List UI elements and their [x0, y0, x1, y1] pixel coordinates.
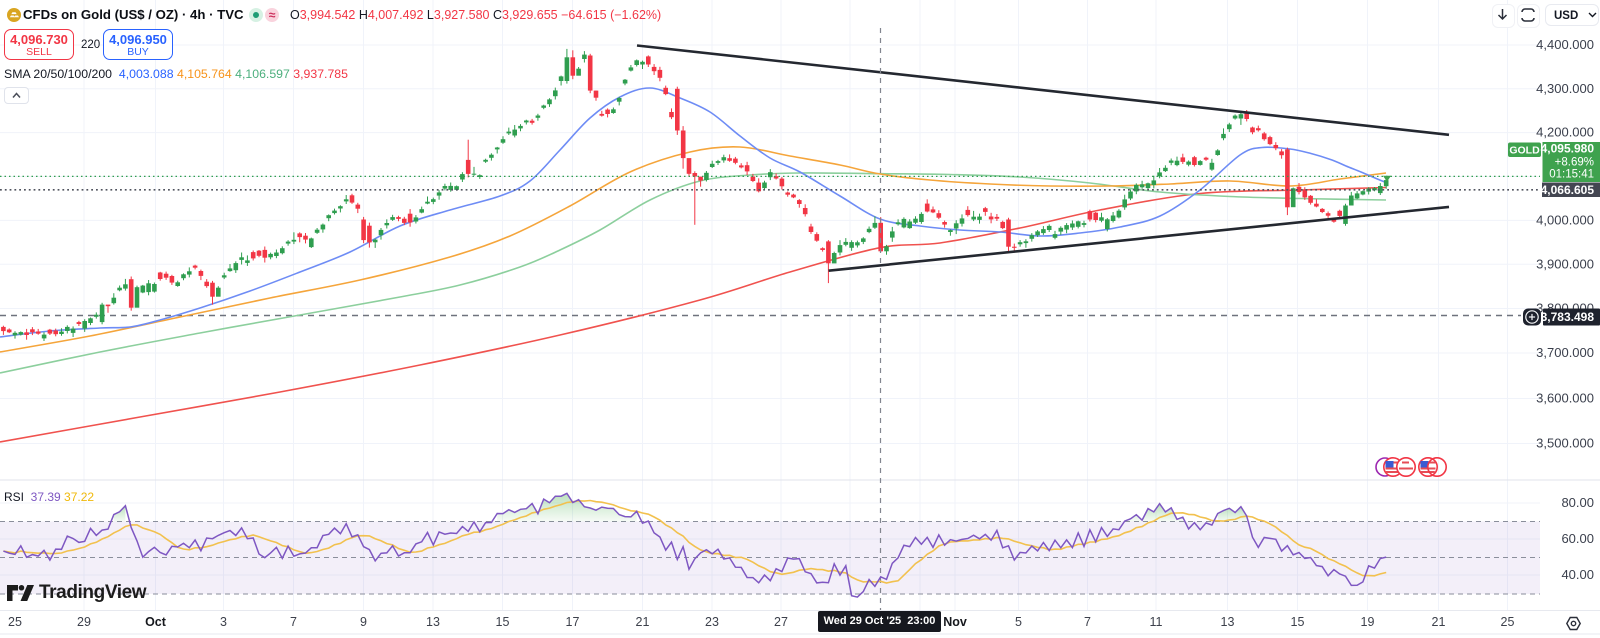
svg-text:7: 7 [290, 615, 297, 629]
svg-text:7: 7 [1084, 615, 1091, 629]
svg-text:11: 11 [1150, 615, 1163, 629]
svg-text:3,900.000: 3,900.000 [1536, 256, 1594, 271]
svg-text:3,600.000: 3,600.000 [1536, 391, 1594, 406]
svg-text:13: 13 [426, 615, 440, 629]
svg-text:3,500.000: 3,500.000 [1536, 436, 1594, 451]
svg-text:4,066.605: 4,066.605 [1541, 183, 1595, 197]
svg-text:Oct: Oct [145, 615, 167, 629]
svg-text:GOLD: GOLD [1509, 145, 1540, 157]
svg-text:4,000.000: 4,000.000 [1536, 212, 1594, 227]
svg-text:4,095.980: 4,095.980 [1541, 142, 1595, 156]
svg-text:13: 13 [1221, 615, 1235, 629]
svg-text:29: 29 [77, 615, 91, 629]
svg-text:21: 21 [636, 615, 650, 629]
svg-text:5: 5 [1015, 615, 1022, 629]
svg-text:23: 23 [705, 615, 719, 629]
svg-text:25: 25 [8, 615, 22, 629]
svg-text:19: 19 [1361, 615, 1375, 629]
svg-text:4,200.000: 4,200.000 [1536, 125, 1594, 140]
svg-text:15: 15 [496, 615, 510, 629]
svg-text:4,400.000: 4,400.000 [1536, 37, 1594, 52]
svg-text:+8.69%: +8.69% [1555, 157, 1594, 169]
svg-text:Nov: Nov [943, 615, 967, 629]
svg-text:40.00: 40.00 [1561, 567, 1594, 582]
svg-text:21: 21 [1432, 615, 1446, 629]
svg-text:80.00: 80.00 [1561, 495, 1594, 510]
svg-text:3,700.000: 3,700.000 [1536, 345, 1594, 360]
svg-text:15: 15 [1291, 615, 1305, 629]
svg-text:≈: ≈ [269, 8, 276, 22]
svg-text:3: 3 [220, 615, 227, 629]
svg-text:17: 17 [566, 615, 580, 629]
svg-text:3,783.498: 3,783.498 [1541, 310, 1595, 324]
svg-text:60.00: 60.00 [1561, 531, 1594, 546]
svg-text:4,300.000: 4,300.000 [1536, 81, 1594, 96]
svg-text:25: 25 [1501, 615, 1515, 629]
svg-text:9: 9 [360, 615, 367, 629]
svg-text:01:15:41: 01:15:41 [1549, 169, 1594, 181]
svg-text:27: 27 [774, 615, 788, 629]
